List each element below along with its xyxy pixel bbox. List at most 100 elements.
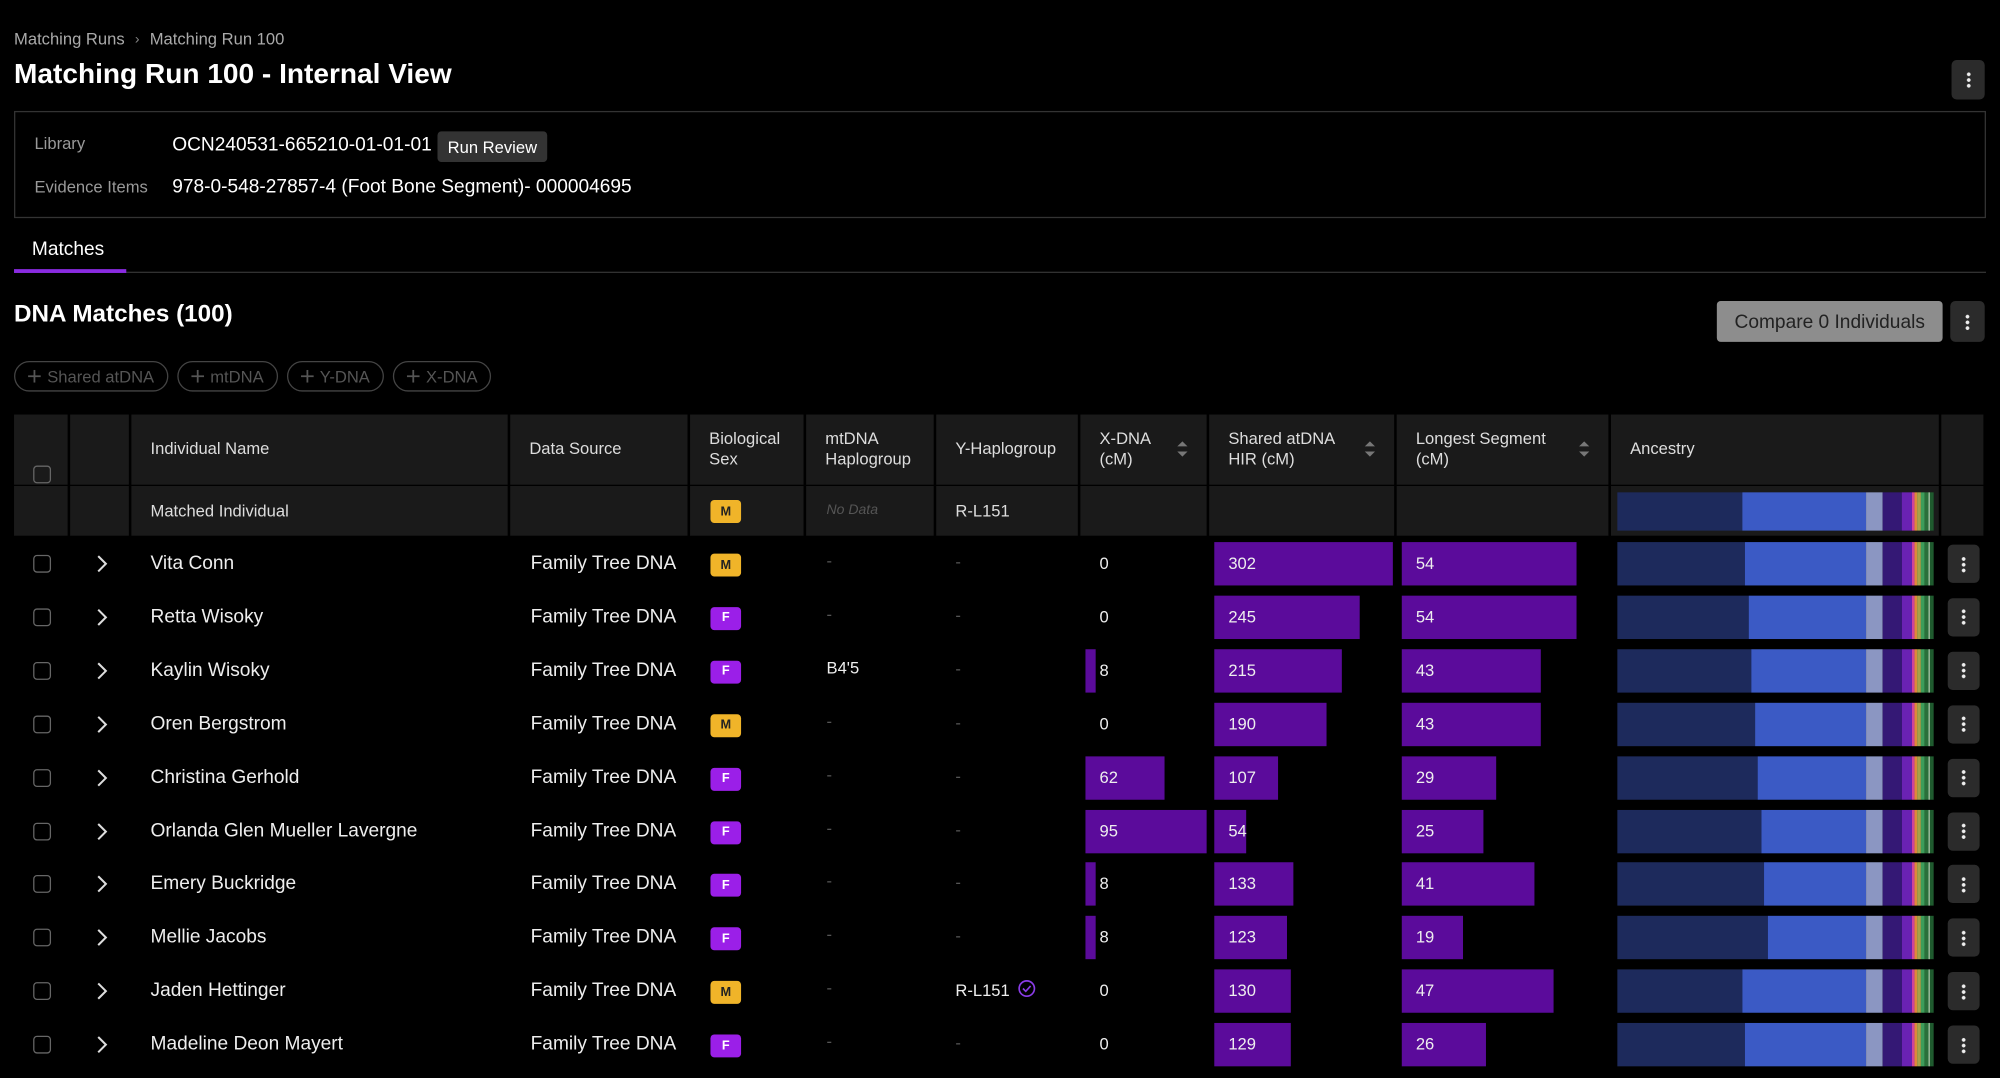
row-checkbox[interactable] xyxy=(33,661,52,680)
column-header: Individual Name xyxy=(150,438,270,458)
ancestry-segment xyxy=(1748,595,1867,639)
individual-name[interactable]: Emery Buckridge xyxy=(150,872,297,895)
row-checkbox[interactable] xyxy=(33,822,52,840)
ancestry-segment xyxy=(1901,648,1913,693)
row-checkbox[interactable] xyxy=(33,554,52,573)
breadcrumb-current: Matching Run 100 xyxy=(149,29,285,49)
sort-icon[interactable] xyxy=(1578,440,1591,458)
breadcrumb-link[interactable]: Matching Runs xyxy=(14,29,125,49)
row-menu-button[interactable] xyxy=(1947,758,1980,797)
row-menu-button[interactable] xyxy=(1947,704,1980,744)
individual-name[interactable]: Kaylin Wisoky xyxy=(150,659,270,681)
column-header: Biological Sex xyxy=(709,428,781,469)
individual-name[interactable]: Oren Bergstrom xyxy=(150,712,287,735)
y-haplogroup: - xyxy=(955,873,961,892)
ancestry-segment xyxy=(1930,755,1934,800)
row-menu-button[interactable] xyxy=(1947,865,1980,904)
sort-icon[interactable] xyxy=(1176,440,1189,458)
expand-chevron[interactable] xyxy=(96,662,109,680)
row-menu-button[interactable] xyxy=(1947,544,1980,583)
page-menu-button[interactable] xyxy=(1951,59,1985,100)
tab[interactable]: Matches xyxy=(31,238,105,261)
ancestry-segment xyxy=(1882,809,1902,853)
value-text: 41 xyxy=(1415,874,1435,894)
ancestry-segment xyxy=(1866,702,1883,746)
value-text: 54 xyxy=(1415,553,1435,573)
mtdna-haplogroup: - xyxy=(826,711,833,731)
row-checkbox[interactable] xyxy=(33,715,52,734)
filter-chip[interactable]: X-DNA xyxy=(392,360,492,392)
ancestry-segment xyxy=(1917,862,1921,907)
sort-icon[interactable] xyxy=(1364,440,1377,458)
value-bar xyxy=(1085,755,1165,800)
header-cell xyxy=(14,414,68,485)
value-bar xyxy=(1214,542,1393,586)
row-menu-button[interactable] xyxy=(1947,1025,1980,1064)
ancestry-segment xyxy=(1741,492,1867,531)
value-text: 0 xyxy=(1099,553,1109,573)
y-haplogroup-text: R-L151 xyxy=(955,981,1010,1001)
header-cell xyxy=(1080,414,1207,485)
ancestry-segment xyxy=(1912,916,1915,960)
ancestry-segment xyxy=(1924,648,1929,693)
y-haplogroup-text: - xyxy=(955,605,961,625)
compare-button[interactable]: Compare 0 Individuals xyxy=(1716,301,1943,342)
expand-chevron[interactable] xyxy=(96,982,109,1000)
section-title: DNA Matches (100) xyxy=(14,301,233,328)
row-menu-button[interactable] xyxy=(1947,811,1980,851)
expand-chevron[interactable] xyxy=(96,929,109,947)
expand-chevron[interactable] xyxy=(96,769,109,787)
expand-chevron[interactable] xyxy=(96,555,109,573)
ancestry-bar xyxy=(1617,702,1936,746)
run-review-button[interactable]: Run Review xyxy=(437,131,548,162)
individual-name[interactable]: Christina Gerhold xyxy=(150,766,300,788)
row-checkbox[interactable] xyxy=(33,982,52,1001)
expand-chevron[interactable] xyxy=(96,822,109,840)
individual-name[interactable]: Vita Conn xyxy=(150,552,235,574)
row-checkbox[interactable] xyxy=(33,768,52,787)
value-text: 129 xyxy=(1228,1034,1256,1054)
row-menu-button[interactable] xyxy=(1947,918,1980,958)
ancestry-segment xyxy=(1901,542,1913,586)
value-text: 43 xyxy=(1415,660,1435,680)
row-menu-button[interactable] xyxy=(1947,972,1980,1011)
y-haplogroup: - xyxy=(955,713,961,732)
value-bar xyxy=(1214,702,1327,746)
reference-cell xyxy=(1941,485,1984,536)
ancestry-segment xyxy=(1760,809,1867,853)
individual-name[interactable]: Retta Wisoky xyxy=(150,605,264,628)
ancestry-segment xyxy=(1920,492,1925,531)
individual-name[interactable]: Mellie Jacobs xyxy=(150,926,267,949)
ancestry-segment xyxy=(1866,755,1883,800)
ancestry-segment xyxy=(1930,595,1934,639)
row-checkbox[interactable] xyxy=(33,928,52,947)
expand-chevron[interactable] xyxy=(96,715,109,733)
section-menu-button[interactable] xyxy=(1950,301,1985,342)
ancestry-bar xyxy=(1617,755,1936,800)
filter-chip[interactable]: mtDNA xyxy=(177,360,278,392)
filter-chip[interactable]: Shared atDNA xyxy=(14,360,169,392)
row-menu-button[interactable] xyxy=(1947,651,1980,690)
individual-name[interactable]: Madeline Deon Mayert xyxy=(150,1033,344,1055)
value-text: 29 xyxy=(1415,767,1435,787)
expand-chevron[interactable] xyxy=(96,875,109,893)
row-checkbox[interactable] xyxy=(33,875,52,894)
expand-chevron[interactable] xyxy=(96,1036,109,1054)
individual-name[interactable]: Jaden Hettinger xyxy=(150,979,286,1002)
info-box xyxy=(14,110,1986,219)
menu-dots xyxy=(1961,662,1966,679)
row-menu-button[interactable] xyxy=(1947,598,1980,637)
filter-chip[interactable]: Y-DNA xyxy=(286,360,384,392)
individual-name[interactable]: Orlanda Glen Mueller Lavergne xyxy=(150,819,418,842)
ancestry-segment xyxy=(1914,809,1918,853)
row-checkbox[interactable] xyxy=(33,608,52,627)
select-all-checkbox[interactable] xyxy=(33,465,52,484)
ancestry-segment xyxy=(1901,492,1913,531)
chevron-icon xyxy=(97,662,108,680)
value-text: 8 xyxy=(1099,927,1109,947)
ancestry-segment xyxy=(1866,862,1883,907)
expand-chevron[interactable] xyxy=(96,608,109,626)
breadcrumb-separator: › xyxy=(134,31,140,47)
row-checkbox[interactable] xyxy=(33,1035,52,1054)
